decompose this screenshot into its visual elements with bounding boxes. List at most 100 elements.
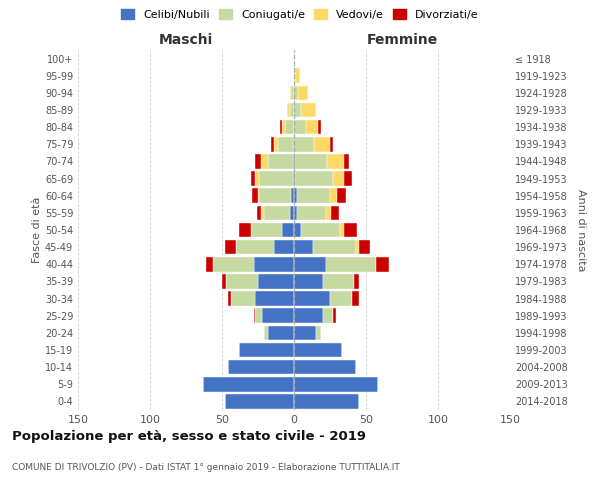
Bar [294, 102, 301, 118]
Bar [252, 188, 258, 203]
Bar [333, 172, 344, 186]
Bar [294, 394, 359, 408]
Text: Maschi: Maschi [159, 32, 213, 46]
Bar [295, 172, 333, 186]
Bar [225, 240, 236, 254]
Text: Popolazione per età, sesso e stato civile - 2019: Popolazione per età, sesso e stato civil… [12, 430, 366, 443]
Bar [326, 257, 376, 272]
Bar [251, 222, 283, 238]
Bar [294, 360, 356, 374]
Bar [225, 394, 294, 408]
Bar [228, 360, 294, 374]
Legend: Celibi/Nubili, Coniugati/e, Vedovi/e, Divorziati/e: Celibi/Nubili, Coniugati/e, Vedovi/e, Di… [118, 6, 482, 23]
Bar [290, 206, 294, 220]
Bar [330, 137, 333, 152]
Bar [258, 274, 294, 288]
Bar [295, 68, 300, 83]
Bar [294, 120, 305, 134]
Bar [291, 86, 294, 100]
Bar [294, 86, 298, 100]
Y-axis label: Fasce di età: Fasce di età [32, 197, 42, 263]
Bar [293, 172, 294, 186]
Text: Femmine: Femmine [367, 32, 437, 46]
Bar [294, 292, 330, 306]
Bar [291, 188, 294, 203]
Bar [294, 257, 326, 272]
Bar [222, 274, 226, 288]
Bar [254, 257, 294, 272]
Bar [283, 222, 294, 238]
Bar [323, 308, 333, 323]
Bar [290, 86, 291, 100]
Bar [255, 154, 261, 168]
Bar [271, 137, 274, 152]
Bar [319, 120, 322, 134]
Bar [316, 326, 322, 340]
Bar [327, 154, 344, 168]
Bar [258, 188, 259, 203]
Bar [236, 240, 274, 254]
Bar [214, 257, 254, 272]
Bar [294, 342, 341, 357]
Bar [239, 342, 294, 357]
Bar [261, 154, 268, 168]
Bar [356, 240, 359, 254]
Bar [228, 292, 230, 306]
Bar [259, 172, 293, 186]
Bar [294, 137, 314, 152]
Bar [268, 154, 293, 168]
Bar [301, 222, 340, 238]
Bar [301, 102, 316, 118]
Bar [294, 188, 297, 203]
Bar [230, 292, 255, 306]
Bar [330, 292, 352, 306]
Bar [255, 308, 262, 323]
Bar [294, 222, 301, 238]
Bar [290, 102, 294, 118]
Bar [313, 240, 356, 254]
Bar [295, 154, 327, 168]
Bar [337, 188, 346, 203]
Bar [294, 326, 316, 340]
Bar [206, 257, 214, 272]
Bar [294, 308, 323, 323]
Bar [293, 137, 294, 152]
Bar [280, 120, 283, 134]
Bar [298, 86, 308, 100]
Bar [261, 206, 264, 220]
Bar [294, 377, 377, 392]
Bar [294, 172, 295, 186]
Bar [255, 172, 259, 186]
Bar [294, 240, 313, 254]
Bar [262, 308, 294, 323]
Y-axis label: Anni di nascita: Anni di nascita [576, 188, 586, 271]
Bar [305, 120, 319, 134]
Bar [333, 308, 336, 323]
Bar [340, 222, 344, 238]
Bar [226, 274, 258, 288]
Bar [239, 222, 251, 238]
Bar [344, 222, 358, 238]
Bar [287, 102, 290, 118]
Bar [330, 188, 337, 203]
Bar [355, 274, 359, 288]
Bar [254, 308, 255, 323]
Bar [344, 172, 352, 186]
Bar [255, 292, 294, 306]
Bar [331, 206, 338, 220]
Bar [294, 154, 295, 168]
Bar [251, 172, 255, 186]
Bar [294, 206, 297, 220]
Bar [314, 137, 330, 152]
Bar [359, 240, 370, 254]
Bar [274, 240, 294, 254]
Bar [294, 68, 295, 83]
Bar [326, 206, 331, 220]
Bar [278, 137, 293, 152]
Bar [294, 274, 323, 288]
Bar [286, 120, 294, 134]
Bar [257, 206, 261, 220]
Bar [264, 326, 268, 340]
Bar [352, 292, 359, 306]
Bar [274, 137, 278, 152]
